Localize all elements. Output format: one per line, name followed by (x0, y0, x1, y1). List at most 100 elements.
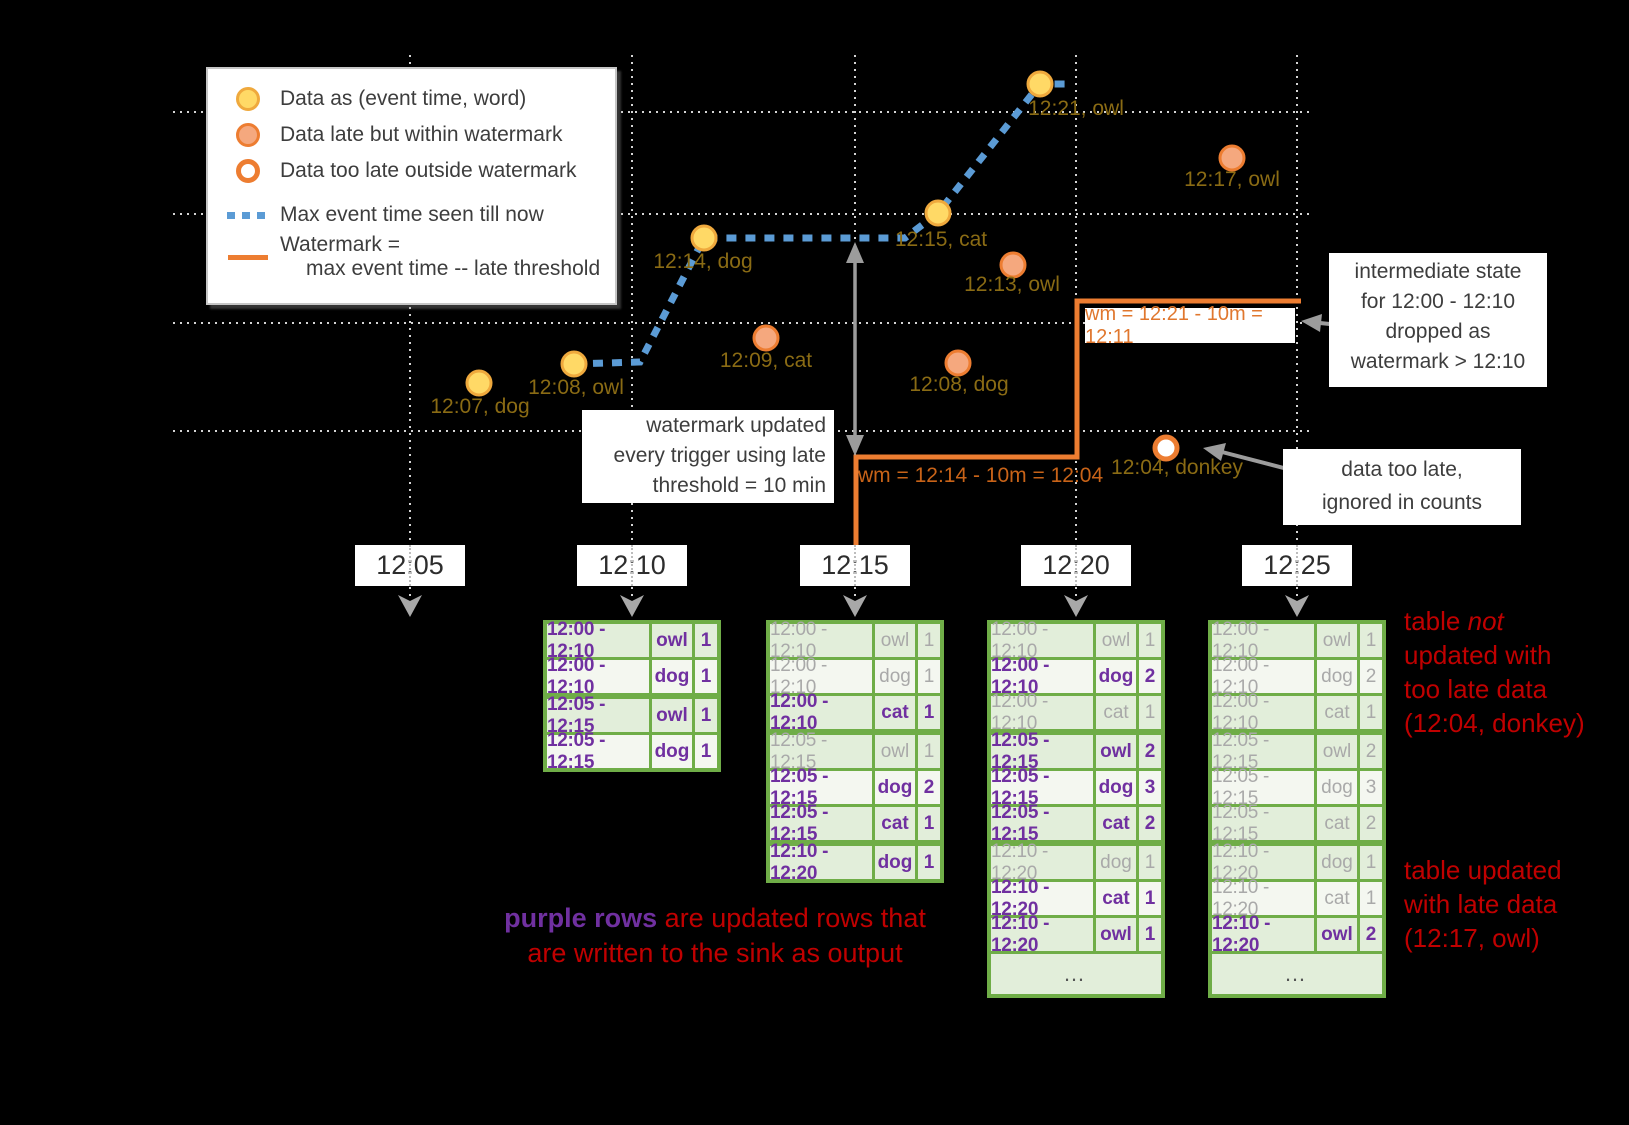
point-label: 12:04, donkey (1111, 456, 1243, 479)
count-cell: 1 (1139, 846, 1161, 879)
on-time-dot-icon (236, 87, 260, 111)
window-cell: 12:10 - 12:20 (1212, 877, 1314, 920)
window-cell: 12:05 - 12:15 (1212, 766, 1314, 809)
window-cell: 12:10 - 12:20 (1212, 913, 1314, 956)
trigger-arrowhead-icon (843, 595, 867, 617)
callout-too-late: data too late, ignored in counts (1283, 449, 1521, 525)
count-cell: 3 (1139, 771, 1161, 804)
note-table-not-updated: table not updated with too late data (12… (1404, 604, 1585, 740)
point-label: 12:08, dog (909, 373, 1008, 396)
table-row: 12:10 - 12:20 cat 1 (1212, 877, 1382, 920)
word-cell: owl (1317, 624, 1357, 657)
word-cell: dog (1096, 771, 1136, 804)
count-cell: 1 (918, 735, 940, 768)
word-cell: cat (1317, 882, 1357, 915)
max-event-time-line-icon (227, 211, 269, 219)
window-cell: 12:00 - 12:10 (770, 619, 872, 662)
table-row: 12:00 - 12:10 dog 1 (547, 655, 717, 698)
word-cell: cat (1096, 807, 1136, 840)
trigger-arrowhead-icon (1285, 595, 1309, 617)
word-cell: dog (1317, 660, 1357, 693)
arrow-up-icon (846, 242, 864, 263)
window-cell: 12:05 - 12:15 (1212, 730, 1314, 773)
window-cell: 12:05 - 12:15 (547, 730, 649, 773)
word-cell: cat (1096, 696, 1136, 729)
point-12-17-owl (1218, 144, 1246, 172)
arrow-left-icon (1301, 314, 1322, 332)
point-12-13-owl (999, 251, 1027, 279)
count-cell: 2 (1139, 735, 1161, 768)
word-cell: owl (875, 624, 915, 657)
data-points (465, 70, 1246, 462)
table-row: 12:05 - 12:15 dog 3 (991, 766, 1161, 809)
result-table-12-10: 12:00 - 12:10 owl 1 12:00 - 12:10 dog 1 … (543, 619, 721, 773)
trigger-box-12-10: 12:10 (577, 545, 687, 586)
watermark-step1-label: wm = 12:14 - 10m = 12:04 (857, 464, 1103, 487)
table-row: 12:05 - 12:15 owl 1 (547, 694, 717, 737)
point-12-08-dog (944, 349, 972, 377)
word-cell: dog (1096, 846, 1136, 879)
count-cell: 1 (1360, 846, 1382, 879)
window-cell: 12:00 - 12:10 (991, 619, 1093, 662)
result-table-12-15: 12:00 - 12:10 owl 1 12:00 - 12:10 dog 1 … (766, 619, 944, 884)
window-cell: 12:00 - 12:10 (1212, 655, 1314, 698)
legend-label: Data as (event time, word) (280, 87, 527, 110)
count-cell: 2 (1139, 807, 1161, 840)
count-cell: 1 (1360, 696, 1382, 729)
note-rest: updated with too late data (12:04, donke… (1404, 640, 1585, 738)
count-cell: 2 (1360, 807, 1382, 840)
trigger-arrowhead-icon (620, 595, 644, 617)
word-cell: dog (652, 660, 692, 693)
window-cell: 12:00 - 12:10 (770, 691, 872, 734)
legend-item-watermark: Watermark = max event time -- late thres… (224, 233, 607, 281)
window-cell: 12:05 - 12:15 (770, 766, 872, 809)
point-label: 12:15, cat (895, 228, 987, 251)
window-cell: 12:05 - 12:15 (547, 694, 649, 737)
count-cell: 1 (1360, 882, 1382, 915)
count-cell: 1 (695, 624, 717, 657)
window-cell: 12:05 - 12:15 (1212, 802, 1314, 845)
word-cell: dog (875, 771, 915, 804)
point-label: 12:13, owl (964, 273, 1060, 296)
count-cell: 3 (1360, 771, 1382, 804)
point-12-21-owl (1026, 70, 1054, 98)
word-cell: owl (652, 699, 692, 732)
trigger-box-12-15: 12:15 (800, 545, 910, 586)
count-cell: 2 (1360, 918, 1382, 951)
table-row: 12:10 - 12:20 owl 1 (991, 913, 1161, 956)
word-cell: owl (875, 735, 915, 768)
table-row: 12:00 - 12:10 owl 1 (1212, 619, 1382, 662)
trigger-arrowhead-icon (1064, 595, 1088, 617)
trigger-box-12-20: 12:20 (1021, 545, 1131, 586)
word-cell: dog (1096, 660, 1136, 693)
count-cell: 1 (1360, 624, 1382, 657)
count-cell: 1 (1139, 624, 1161, 657)
legend: Data as (event time, word) Data late but… (206, 67, 617, 305)
max-event-time-line (573, 80, 1072, 368)
table-row: 12:05 - 12:15 dog 3 (1212, 766, 1382, 809)
window-cell: 12:10 - 12:20 (1212, 841, 1314, 884)
word-cell: owl (1096, 735, 1136, 768)
count-cell: 1 (695, 735, 717, 768)
watermark-line (853, 298, 1301, 545)
late-threshold-arrow (846, 242, 864, 456)
legend-label: Max event time seen till now (280, 203, 544, 226)
trigger-arrowheads (398, 595, 1309, 617)
table-row: 12:05 - 12:15 owl 2 (1212, 730, 1382, 773)
word-cell: dog (652, 735, 692, 768)
table-row: 12:00 - 12:10 cat 1 (991, 691, 1161, 734)
window-cell: 12:05 - 12:15 (991, 766, 1093, 809)
window-cell: 12:00 - 12:10 (770, 655, 872, 698)
legend-label: Data too late outside watermark (280, 159, 577, 182)
word-cell: dog (1317, 846, 1357, 879)
point-12-15-cat (924, 199, 952, 227)
watermark-step2-label: wm = 12:21 - 10m = 12:11 (1085, 303, 1295, 348)
count-cell: 1 (918, 807, 940, 840)
point-12-14-dog (690, 224, 718, 252)
count-cell: 1 (918, 696, 940, 729)
count-cell: 1 (695, 699, 717, 732)
table-row: 12:05 - 12:15 dog 2 (770, 766, 940, 809)
result-table-12-20: 12:00 - 12:10 owl 1 12:00 - 12:10 dog 2 … (987, 619, 1165, 998)
legend-item: Data late but within watermark (224, 117, 607, 153)
